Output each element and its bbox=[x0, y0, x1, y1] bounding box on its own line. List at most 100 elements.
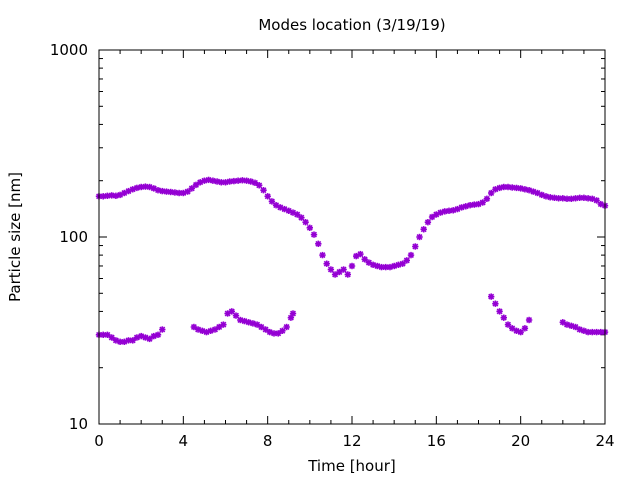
point-stroke bbox=[142, 334, 149, 341]
point-stroke bbox=[568, 195, 575, 202]
point-stroke bbox=[230, 178, 237, 185]
point-stroke bbox=[332, 271, 339, 278]
point-stroke bbox=[252, 179, 258, 186]
data-point bbox=[228, 308, 236, 315]
data-point bbox=[509, 325, 516, 332]
point-stroke bbox=[190, 324, 197, 330]
data-point bbox=[412, 243, 419, 250]
data-point bbox=[104, 331, 111, 338]
point-stroke bbox=[235, 177, 242, 184]
x-tick-label: 4 bbox=[179, 432, 189, 450]
point-stroke bbox=[564, 321, 570, 328]
point-stroke bbox=[222, 179, 229, 186]
point-stroke bbox=[589, 195, 596, 202]
point-stroke bbox=[243, 177, 250, 184]
point-stroke bbox=[496, 308, 503, 315]
point-stroke bbox=[357, 251, 364, 258]
point-stroke bbox=[277, 204, 284, 211]
data-point bbox=[159, 326, 166, 333]
data-point bbox=[205, 176, 212, 184]
data-point bbox=[108, 334, 115, 341]
point-stroke bbox=[412, 243, 419, 250]
point-stroke bbox=[336, 269, 343, 275]
point-stroke bbox=[193, 181, 199, 188]
y-tick-label: 100 bbox=[59, 228, 88, 246]
x-tick-label: 12 bbox=[342, 432, 361, 450]
point-stroke bbox=[597, 201, 604, 208]
point-stroke bbox=[283, 324, 290, 330]
point-stroke bbox=[155, 187, 161, 194]
point-stroke bbox=[264, 193, 271, 200]
data-point bbox=[224, 310, 231, 317]
point-stroke bbox=[311, 231, 317, 238]
data-point bbox=[129, 337, 136, 344]
point-stroke bbox=[446, 207, 452, 214]
point-stroke bbox=[205, 176, 212, 183]
point-stroke bbox=[226, 178, 233, 185]
data-point bbox=[256, 182, 263, 189]
point-stroke bbox=[500, 314, 507, 321]
point-stroke bbox=[146, 184, 153, 190]
point-stroke bbox=[237, 317, 244, 323]
points-layer bbox=[95, 176, 609, 345]
data-point bbox=[232, 312, 240, 319]
point-stroke bbox=[424, 219, 431, 226]
chart-title: Modes location (3/19/19) bbox=[258, 16, 445, 34]
data-point bbox=[154, 331, 162, 338]
point-stroke bbox=[245, 319, 252, 326]
point-stroke bbox=[195, 326, 202, 333]
point-stroke bbox=[370, 261, 377, 268]
point-stroke bbox=[249, 320, 256, 327]
x-axis-label: Time [hour] bbox=[307, 457, 396, 475]
point-stroke bbox=[543, 193, 549, 200]
point-stroke bbox=[517, 185, 524, 192]
data-point bbox=[222, 179, 229, 186]
point-stroke bbox=[298, 214, 305, 221]
point-stroke bbox=[593, 197, 600, 204]
data-point bbox=[201, 177, 208, 184]
data-point bbox=[306, 224, 313, 232]
point-stroke bbox=[256, 182, 263, 189]
data-point bbox=[521, 325, 529, 332]
data-point bbox=[268, 198, 276, 205]
point-stroke bbox=[323, 260, 330, 267]
point-stroke bbox=[315, 240, 322, 247]
point-stroke bbox=[273, 202, 280, 209]
data-point bbox=[112, 192, 120, 200]
data-point bbox=[348, 262, 356, 270]
point-stroke bbox=[241, 318, 248, 325]
data-point bbox=[483, 195, 491, 203]
data-point bbox=[357, 250, 364, 258]
point-stroke bbox=[138, 184, 145, 190]
point-stroke bbox=[214, 178, 221, 185]
data-point bbox=[407, 251, 415, 259]
data-point bbox=[315, 240, 322, 248]
point-stroke bbox=[266, 329, 273, 336]
data-point bbox=[209, 177, 217, 184]
x-tick-label: 8 bbox=[263, 432, 273, 450]
point-stroke bbox=[327, 266, 334, 273]
point-stroke bbox=[150, 185, 157, 192]
data-point bbox=[403, 257, 410, 264]
point-stroke bbox=[374, 263, 381, 269]
point-stroke bbox=[302, 219, 309, 226]
x-tick-label: 0 bbox=[94, 432, 104, 450]
data-point bbox=[150, 332, 158, 340]
point-stroke bbox=[471, 201, 478, 208]
point-stroke bbox=[517, 329, 524, 336]
data-point bbox=[298, 214, 305, 221]
data-point bbox=[289, 310, 297, 317]
data-point bbox=[199, 327, 206, 334]
data-point bbox=[488, 293, 495, 300]
point-stroke bbox=[285, 207, 292, 214]
point-stroke bbox=[306, 224, 313, 231]
point-stroke bbox=[104, 192, 111, 199]
point-stroke bbox=[212, 326, 218, 333]
point-stroke bbox=[576, 326, 583, 333]
point-stroke bbox=[521, 186, 528, 193]
point-stroke bbox=[199, 327, 206, 334]
point-stroke bbox=[467, 202, 474, 209]
point-stroke bbox=[209, 177, 216, 184]
point-stroke bbox=[294, 211, 301, 218]
y-tick-label: 10 bbox=[69, 415, 88, 433]
